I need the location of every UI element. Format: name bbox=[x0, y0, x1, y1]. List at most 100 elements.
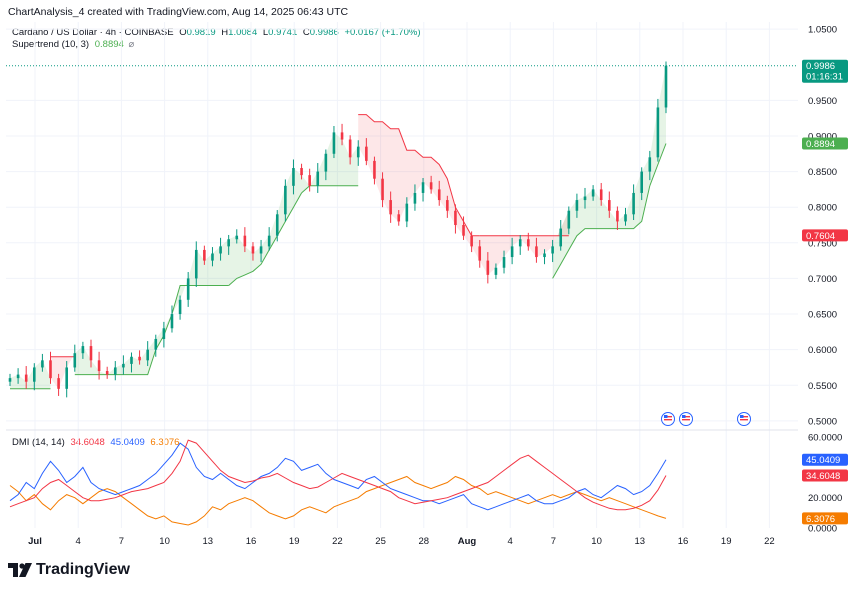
close-key: C bbox=[302, 27, 310, 38]
candle-body bbox=[97, 360, 101, 372]
candle-body bbox=[138, 356, 141, 361]
low-value: 0.9741 bbox=[268, 27, 298, 38]
candle-body bbox=[543, 253, 546, 258]
supertrend-value: 0.8894 bbox=[94, 39, 124, 50]
time-tick-label: 22 bbox=[764, 536, 775, 547]
supertrend-area bbox=[479, 210, 569, 275]
last-price-label-bg bbox=[802, 59, 848, 83]
supertrend-legend[interactable]: Supertrend (10, 3) 0.8894 ⌀ bbox=[12, 39, 134, 50]
candle-body bbox=[527, 239, 530, 247]
price-tick-label: 0.9500 bbox=[808, 96, 837, 107]
candle-body bbox=[243, 235, 247, 247]
time-axis[interactable]: Jul 4 7 10 13 16 19 22 25 28 Aug 4 7 10 13 16 19 22 bbox=[28, 536, 775, 547]
candle-body bbox=[381, 178, 384, 201]
candle-body bbox=[194, 249, 198, 279]
candle-body bbox=[211, 253, 214, 261]
supertrend-segment bbox=[228, 192, 303, 286]
candle-body bbox=[656, 107, 660, 158]
time-tick-label: 19 bbox=[721, 536, 732, 547]
time-tick-label: 7 bbox=[551, 536, 556, 547]
time-tick-label: 13 bbox=[635, 536, 646, 547]
supertrend-segment bbox=[301, 185, 359, 194]
candle-body bbox=[373, 160, 376, 179]
time-tick-label: 7 bbox=[119, 536, 124, 547]
supertrend-line bbox=[10, 114, 667, 390]
grid-lines bbox=[6, 22, 798, 528]
candle-body bbox=[583, 196, 587, 201]
supertrend-area bbox=[10, 360, 51, 389]
candle-body bbox=[65, 367, 68, 389]
last-price-label: 0.9986 bbox=[806, 61, 835, 72]
candle-body bbox=[640, 171, 644, 193]
dmi-pane bbox=[9, 439, 667, 526]
supertrend-area bbox=[552, 157, 650, 279]
candle-body bbox=[8, 378, 12, 382]
flag-canton bbox=[740, 415, 744, 418]
close-value: 0.9986 bbox=[309, 27, 339, 38]
flag-canton bbox=[664, 415, 668, 418]
dmi-axis[interactable]: 60.0000 20.0000 0.0000 45.0409 34.6048 6.3076 bbox=[802, 433, 848, 535]
supertrend-segment bbox=[358, 114, 480, 237]
candle-body bbox=[81, 346, 85, 354]
candle-body bbox=[575, 200, 579, 211]
time-tick-label: 19 bbox=[289, 536, 300, 547]
supertrend-area bbox=[50, 353, 75, 389]
candle-body bbox=[324, 153, 328, 172]
candle-body bbox=[446, 200, 449, 211]
candle-body bbox=[105, 371, 109, 375]
brand-name: TradingView bbox=[36, 561, 130, 578]
open-key: O bbox=[179, 27, 187, 38]
symbol-legend: Cardano / US Dollar · 4h · COINBASE O0.9… bbox=[12, 27, 424, 38]
price-tick-label: 0.5000 bbox=[808, 416, 837, 427]
candle-body bbox=[41, 360, 44, 368]
candle-body bbox=[599, 189, 603, 201]
high-value: 1.0084 bbox=[228, 27, 258, 38]
time-tick-label: 16 bbox=[246, 536, 257, 547]
candle-body bbox=[162, 328, 166, 339]
tradingview-logo[interactable]: TradingView bbox=[8, 561, 130, 579]
candle-body bbox=[413, 192, 417, 204]
price-axis[interactable]: 1.0500 0.9500 0.9000 0.8500 0.8000 0.7500 0.70… bbox=[802, 25, 848, 428]
candle-body bbox=[227, 239, 230, 247]
price-tick-label: 1.0500 bbox=[808, 25, 837, 36]
candle-body bbox=[470, 235, 473, 247]
symbol-title[interactable]: Cardano / US Dollar · 4h · COINBASE bbox=[12, 27, 174, 38]
supertrend-price-label: 0.8894 bbox=[806, 139, 835, 150]
time-tick-label: 25 bbox=[375, 536, 386, 547]
candle-body bbox=[275, 214, 279, 236]
candle-body bbox=[73, 353, 77, 368]
eye-off-icon[interactable]: ⌀ bbox=[128, 39, 135, 50]
high-key: H bbox=[221, 27, 229, 38]
supertrend-area bbox=[74, 239, 229, 375]
candle-body bbox=[502, 257, 506, 268]
time-tick-label: 28 bbox=[419, 536, 430, 547]
time-tick-label: 22 bbox=[332, 536, 343, 547]
candle-body bbox=[146, 349, 149, 361]
candle-body bbox=[267, 235, 271, 247]
chart-header: ChartAnalysis_4 created with TradingView… bbox=[8, 6, 349, 18]
candle-body bbox=[437, 189, 441, 201]
dmi-adx-line bbox=[9, 439, 667, 511]
candle-body bbox=[259, 246, 263, 254]
candle-body bbox=[648, 157, 652, 172]
candle-body bbox=[16, 374, 20, 379]
adx-label: 34.6048 bbox=[806, 471, 840, 482]
dmi-tick-label: 60.0000 bbox=[808, 433, 842, 444]
open-value: 0.9819 bbox=[186, 27, 216, 38]
candle-body bbox=[154, 338, 158, 350]
candle-body bbox=[429, 182, 433, 190]
candle-body bbox=[664, 65, 668, 108]
candle-body bbox=[616, 210, 619, 222]
candle-body bbox=[421, 182, 425, 193]
price-tick-label: 0.7000 bbox=[808, 274, 837, 285]
candle-body bbox=[49, 360, 52, 379]
price-tick-label: 0.8500 bbox=[808, 167, 837, 178]
flag-stripe bbox=[682, 416, 690, 418]
event-markers[interactable] bbox=[661, 412, 751, 426]
candle-body bbox=[316, 171, 320, 186]
change-value: +0.0167 (+1.70%) bbox=[344, 27, 421, 38]
price-tick-label: 0.6500 bbox=[808, 310, 837, 321]
minus-di-label-bg bbox=[802, 512, 848, 525]
time-tick-label: 13 bbox=[203, 536, 214, 547]
